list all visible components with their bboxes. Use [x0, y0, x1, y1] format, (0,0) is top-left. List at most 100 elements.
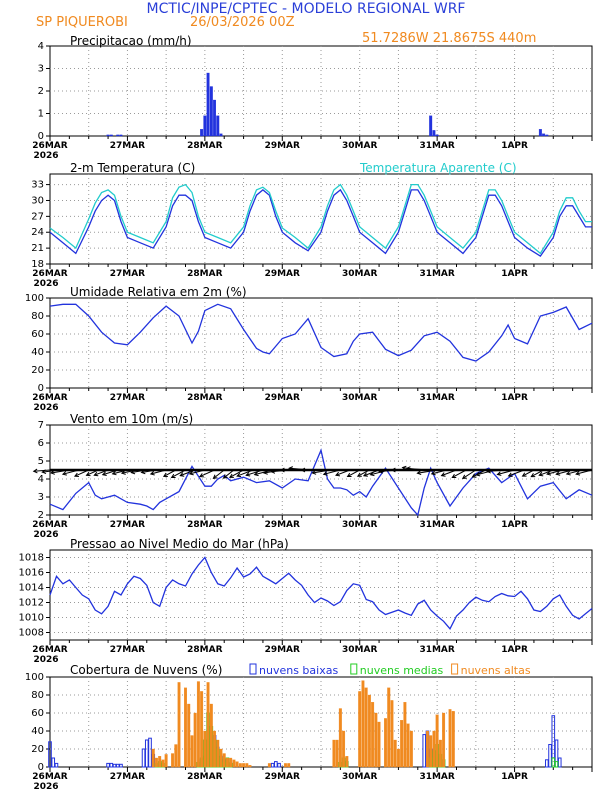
nuvens-nuvens-altas-bar — [358, 691, 362, 768]
nuvens-year-label: 2026 — [33, 782, 58, 792]
wind-arrow-head — [262, 470, 268, 475]
nuvens-nuvens-altas-bar — [364, 687, 368, 768]
vento-ytick-label: 4 — [38, 474, 44, 485]
nuvens-nuvens-baixas-bar — [119, 763, 123, 768]
nuvens-nuvens-baixas-bar — [548, 744, 552, 768]
nuvens-nuvens-baixas-bar — [112, 763, 117, 768]
precipitacao-panel: 0 1 2 3 4 26MAR 27MAR 28MAR 29MAR 30MAR 31MAR 1APR 2… — [32, 34, 593, 161]
umidade-xtick-label: 1APR — [501, 393, 528, 403]
wind-arrow-head — [198, 473, 204, 478]
nuvens-nuvens-altas-bar — [345, 756, 349, 768]
nuvens-nuvens-altas-bar — [164, 754, 168, 768]
umidade-xtick-label: 31MAR — [419, 393, 454, 403]
nuvens-legend-swatch — [451, 663, 459, 675]
vento-ytick-label: 5 — [38, 456, 44, 467]
nuvens-nuvens-baixas-bar — [144, 739, 149, 768]
nuvens-nuvens-baixas-bar — [54, 762, 59, 768]
wind-arrow-head — [311, 470, 317, 475]
nuvens-xtick-label: 1APR — [501, 772, 528, 782]
vento-year-label: 2026 — [33, 530, 58, 540]
pressao-xtick-label: 30MAR — [342, 645, 377, 655]
nuvens-nuvens-altas-bar — [158, 756, 162, 768]
nuvens-nuvens-altas-bar — [384, 718, 387, 768]
umidade-year-label: 2026 — [33, 403, 58, 413]
temperatura-xtick-label: 26MAR — [32, 269, 67, 279]
pressao-ytick-label: 1010 — [19, 613, 44, 624]
station-location: 51.7286W 21.8675S 440m — [362, 31, 536, 46]
nuvens-nuvens-altas-bar — [196, 681, 200, 768]
precipitacao-ytick-label: 0 — [38, 131, 44, 142]
pressao-panel: 1008 1010 1012 1014 1016 1018 26MAR 27MAR 28MAR 2… — [19, 537, 593, 665]
umidade-title: Umidade Relativa em 2m (%) — [70, 285, 247, 299]
nuvens-nuvens-medias-bar — [554, 761, 559, 768]
nuvens-nuvens-altas-bar — [229, 757, 233, 768]
wind-arrow-head — [416, 470, 422, 476]
precipitacao-precipitacao-bar — [206, 72, 210, 137]
wind-arrow-head — [179, 472, 185, 477]
precipitacao-precipitacao-bar — [545, 134, 549, 137]
nuvens-xtick-label: 30MAR — [342, 772, 377, 782]
wind-arrow-head — [575, 471, 581, 476]
vento-xtick-label: 30MAR — [342, 520, 377, 530]
nuvens-nuvens-baixas-bar — [545, 759, 549, 768]
precipitacao-precipitacao-bar — [209, 86, 213, 137]
nuvens-ytick-label: 0 — [38, 762, 44, 773]
umidade-umidade-line — [49, 303, 593, 362]
wind-arrow-head — [369, 471, 375, 477]
precipitacao-title: Precipitacao (mm/h) — [70, 34, 192, 48]
temperatura-xtick-label: 1APR — [501, 269, 528, 279]
nuvens-nuvens-baixas-bar — [109, 762, 114, 768]
precipitacao-precipitacao-bar — [216, 115, 220, 137]
pressao-ytick-label: 1008 — [19, 628, 44, 639]
wind-arrow-head — [555, 471, 561, 476]
nuvens-nuvens-altas-bar — [222, 753, 226, 768]
vento-xtick-label: 28MAR — [187, 520, 222, 530]
nuvens-title: Cobertura de Nuvens (%) — [70, 663, 222, 677]
wind-arrow-head — [322, 471, 328, 476]
nuvens-nuvens-altas-bar — [151, 748, 155, 768]
wind-arrow-head — [471, 473, 477, 478]
nuvens-nuvens-altas-bar — [390, 700, 394, 768]
nuvens-legend-label: nuvens altas — [461, 664, 531, 677]
precipitacao-ytick-label: 4 — [38, 41, 44, 52]
pressao-xtick-label: 29MAR — [265, 645, 300, 655]
wind-arrow — [462, 469, 477, 479]
nuvens-nuvens-altas-bar — [161, 759, 165, 768]
wind-arrow-head — [93, 471, 99, 477]
nuvens-legend-label: nuvens baixas — [259, 664, 338, 677]
wind-arrow-head — [245, 472, 251, 477]
wind-arrow-head — [507, 472, 513, 477]
nuvens-nuvens-altas-bar — [190, 735, 194, 768]
umidade-ytick-label: 40 — [31, 347, 44, 358]
precipitacao-xtick-label: 27MAR — [110, 141, 145, 151]
wind-arrow — [223, 469, 235, 479]
vento-xtick-label: 27MAR — [110, 520, 145, 530]
pressao-xtick-label: 27MAR — [110, 645, 145, 655]
wind-arrow-head — [253, 471, 259, 477]
nuvens-xtick-label: 27MAR — [110, 772, 145, 782]
vento-ytick-label: 2 — [38, 510, 44, 521]
nuvens-nuvens-altas-bar — [245, 763, 249, 768]
nuvens-nuvens-altas-bar — [219, 748, 223, 768]
nuvens-xtick-label: 29MAR — [265, 772, 300, 782]
wind-arrow — [213, 469, 225, 479]
umidade-ytick-label: 0 — [38, 383, 44, 394]
nuvens-nuvens-altas-bar — [232, 759, 236, 768]
precipitacao-xtick-label: 26MAR — [32, 141, 67, 151]
precipitacao-precipitacao-bar — [203, 115, 207, 137]
wind-arrow-head — [430, 470, 436, 476]
vento-xtick-label: 26MAR — [32, 520, 67, 530]
nuvens-nuvens-baixas-bar — [277, 762, 281, 768]
nuvens-nuvens-altas-bar — [442, 712, 446, 768]
wind-arrow-head — [222, 474, 228, 479]
pressao-ytick-label: 1018 — [19, 553, 44, 564]
nuvens-nuvens-altas-bar — [426, 730, 429, 768]
wind-arrow-head — [188, 470, 194, 476]
nuvens-nuvens-altas-bar — [435, 714, 439, 768]
precipitacao-precipitacao-bar — [542, 133, 546, 137]
wind-arrow — [33, 469, 51, 472]
wind-arrow-head — [50, 470, 55, 475]
vento-ytick-label: 6 — [38, 438, 44, 449]
precipitacao-xtick-label: 31MAR — [419, 141, 454, 151]
